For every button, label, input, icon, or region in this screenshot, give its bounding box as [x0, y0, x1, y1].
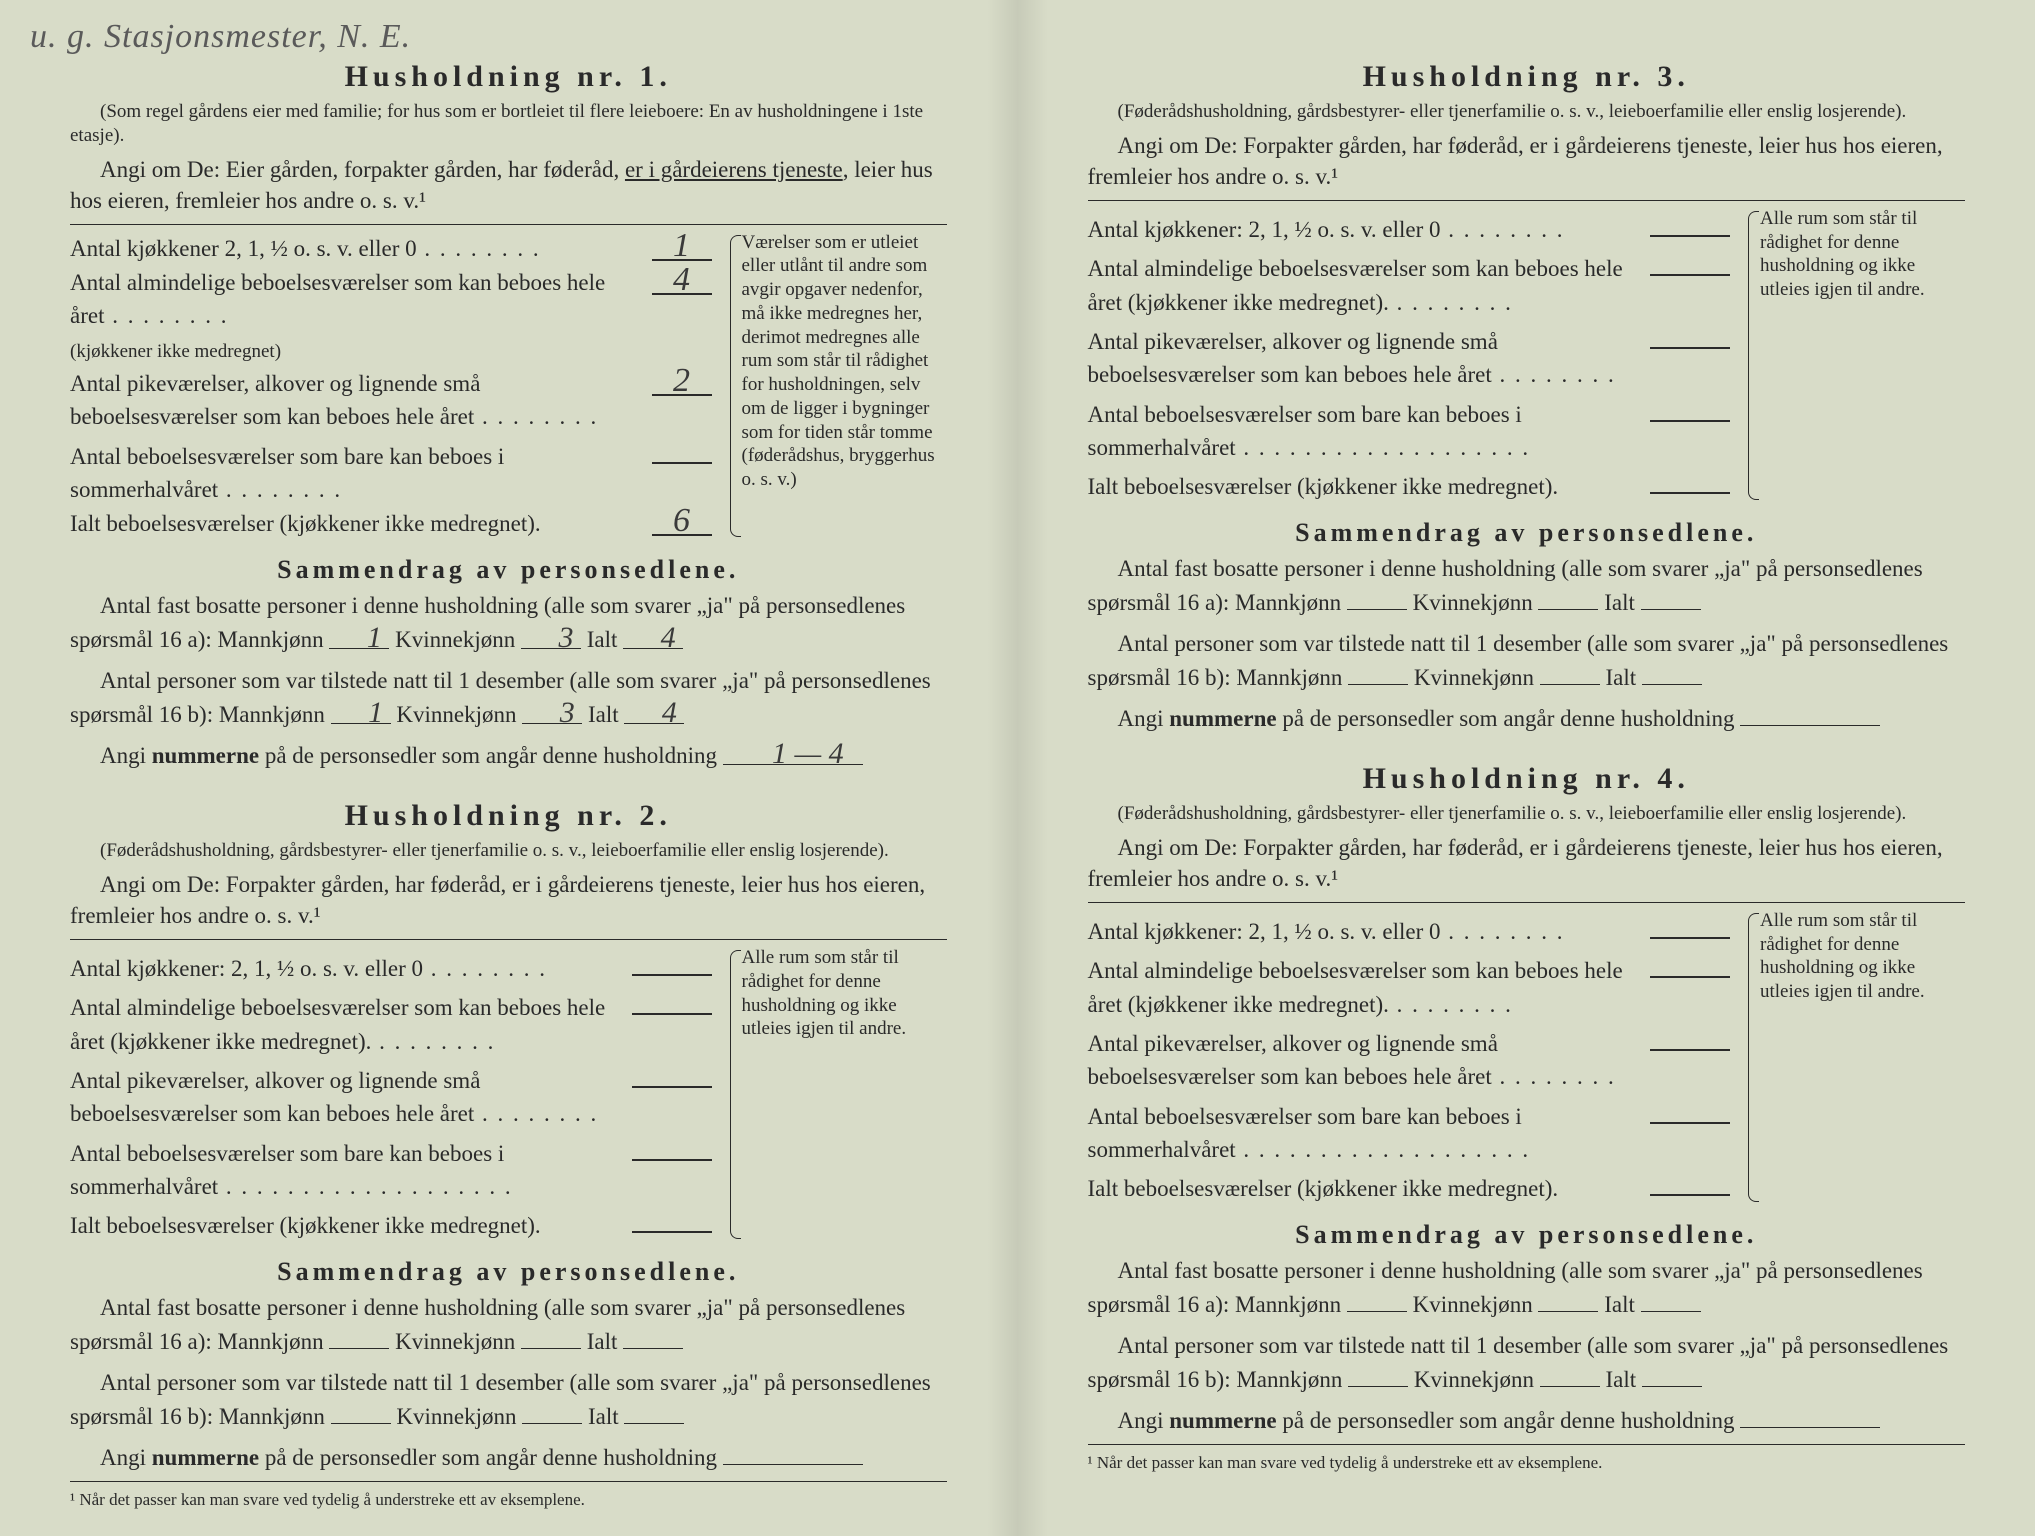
- fold-shadow: [987, 0, 1017, 1536]
- footnote-right: ¹ Når det passer kan man svare ved tydel…: [1088, 1453, 1966, 1473]
- kitchens-value: [1650, 207, 1730, 237]
- small-value: [1650, 1021, 1730, 1051]
- total-label: Ialt beboelsesværelser (kjøkkener ikke m…: [1088, 470, 1641, 503]
- kitchens-label: Antal kjøkkener: 2, 1, ½ o. s. v. eller …: [1088, 213, 1641, 246]
- lead-prefix: Angi om De: Eier gården, forpakter gårde…: [100, 157, 625, 182]
- small-label: Antal pikeværelser, alkover og lignende …: [1088, 325, 1641, 392]
- footnote-left: ¹ Når det passer kan man svare ved tydel…: [70, 1490, 947, 1510]
- household-4-lead: Angi om De: Forpakter gården, har føderå…: [1088, 832, 1966, 894]
- divider: [70, 1481, 947, 1482]
- household-4-sidebar: Alle rum som står til rådighet for denne…: [1748, 909, 1965, 1206]
- divider: [1088, 200, 1966, 201]
- ordinary-value: [1650, 948, 1730, 978]
- household-2-title: Husholdning nr. 2.: [70, 799, 947, 833]
- summer-label: Antal beboelsesværelser som bare kan beb…: [1088, 1100, 1641, 1167]
- summary-1-line1: Antal fast bosatte personer i denne hush…: [70, 589, 947, 658]
- ordinary-label: Antal almindelige beboelsesværelser som …: [1088, 954, 1641, 1021]
- divider: [1088, 1444, 1966, 1445]
- household-3-rows: Antal kjøkkener: 2, 1, ½ o. s. v. eller …: [1088, 207, 1966, 504]
- fold-shadow: [1018, 0, 1048, 1536]
- summer-value: [632, 1131, 712, 1161]
- household-3-lead: Angi om De: Forpakter gården, har føderå…: [1088, 130, 1966, 192]
- ordinary-label: Antal almindelige beboelsesværelser som …: [1088, 252, 1641, 319]
- page-left: u. g. Stasjonsmester, N. E. Husholdning …: [0, 0, 1018, 1536]
- small-label: Antal pikeværelser, alkover og lignende …: [1088, 1027, 1641, 1094]
- lead-underlined: er i gårdeierens tjeneste: [625, 157, 843, 182]
- document-spread: u. g. Stasjonsmester, N. E. Husholdning …: [0, 0, 2035, 1536]
- household-3-sidebar: Alle rum som står til rådighet for denne…: [1748, 207, 1965, 504]
- total-value: [1650, 1166, 1730, 1196]
- household-1-fineprint: (Som regel gårdens eier med familie; for…: [70, 100, 947, 148]
- summer-label: Antal beboelsesværelser som bare kan beb…: [70, 440, 642, 507]
- summary-2-line1: Antal fast bosatte personer i denne hush…: [70, 1291, 947, 1360]
- ordinary-label: Antal almindelige beboelsesværelser som …: [70, 991, 622, 1058]
- household-2-fineprint: (Føderådshusholdning, gårdsbestyrer- ell…: [70, 839, 947, 863]
- total-value: [1650, 464, 1730, 494]
- ordinary-value: [632, 985, 712, 1015]
- household-3-title: Husholdning nr. 3.: [1088, 60, 1966, 94]
- household-2-summary-title: Sammendrag av personsedlene.: [70, 1257, 947, 1287]
- total-label: Ialt beboelsesværelser (kjøkkener ikke m…: [70, 1209, 622, 1242]
- small-value: [632, 1058, 712, 1088]
- household-3-fineprint: (Føderådshusholdning, gårdsbestyrer- ell…: [1088, 100, 1966, 124]
- household-4-title: Husholdning nr. 4.: [1088, 762, 1966, 796]
- household-3-summary-title: Sammendrag av personsedlene.: [1088, 518, 1966, 548]
- household-1-sidebar: Værelser som er utleiet eller utlånt til…: [730, 231, 947, 541]
- kitchens-value: 1: [652, 231, 712, 261]
- summary-3-line3: Angi nummerne på de personsedler som ang…: [1088, 702, 1966, 737]
- summary-1-line2: Antal personer som var tilstede natt til…: [70, 664, 947, 733]
- summer-value: [1650, 392, 1730, 422]
- summer-label: Antal beboelsesværelser som bare kan beb…: [70, 1137, 622, 1204]
- household-2-lead: Angi om De: Forpakter gården, har føderå…: [70, 869, 947, 931]
- total-label: Ialt beboelsesværelser (kjøkkener ikke m…: [1088, 1172, 1641, 1205]
- kitchens-label: Antal kjøkkener 2, 1, ½ o. s. v. eller 0: [70, 232, 642, 265]
- household-2-sidebar: Alle rum som står til rådighet for denne…: [730, 946, 947, 1243]
- ordinary-value: 4: [652, 265, 712, 295]
- divider: [70, 224, 947, 225]
- household-1-title: Husholdning nr. 1.: [70, 60, 947, 94]
- summary-3-line2: Antal personer som var tilstede natt til…: [1088, 627, 1966, 696]
- summer-value: [1650, 1094, 1730, 1124]
- summary-2-line2: Antal personer som var tilstede natt til…: [70, 1366, 947, 1435]
- page-right: Husholdning nr. 3. (Føderådshusholdning,…: [1018, 0, 2035, 1536]
- total-value: 6: [652, 506, 712, 536]
- small-value: 2: [652, 366, 712, 396]
- kitchens-label: Antal kjøkkener: 2, 1, ½ o. s. v. eller …: [70, 952, 622, 985]
- ordinary-value: [1650, 246, 1730, 276]
- small-value: [1650, 319, 1730, 349]
- summary-3-line1: Antal fast bosatte personer i denne hush…: [1088, 552, 1966, 621]
- kitchens-value: [632, 946, 712, 976]
- household-4-rows: Antal kjøkkener: 2, 1, ½ o. s. v. eller …: [1088, 909, 1966, 1206]
- household-1-lead: Angi om De: Eier gården, forpakter gårde…: [70, 154, 947, 216]
- total-label: Ialt beboelsesværelser (kjøkkener ikke m…: [70, 507, 642, 540]
- small-label: Antal pikeværelser, alkover og lignende …: [70, 367, 642, 434]
- summer-label: Antal beboelsesværelser som bare kan beb…: [1088, 398, 1641, 465]
- household-4-fineprint: (Føderådshusholdning, gårdsbestyrer- ell…: [1088, 802, 1966, 826]
- ordinary-label: Antal almindelige beboelsesværelser som …: [70, 266, 642, 366]
- household-1-rows: Antal kjøkkener 2, 1, ½ o. s. v. eller 0…: [70, 231, 947, 541]
- total-value: [632, 1203, 712, 1233]
- summary-1-line3: Angi nummerne på de personsedler som ang…: [70, 739, 947, 774]
- kitchens-label: Antal kjøkkener: 2, 1, ½ o. s. v. eller …: [1088, 915, 1641, 948]
- summer-value: [652, 434, 712, 464]
- kitchens-value: [1650, 909, 1730, 939]
- summary-4-line2: Antal personer som var tilstede natt til…: [1088, 1329, 1966, 1398]
- divider: [70, 939, 947, 940]
- household-2-rows: Antal kjøkkener: 2, 1, ½ o. s. v. eller …: [70, 946, 947, 1243]
- summary-4-line3: Angi nummerne på de personsedler som ang…: [1088, 1404, 1966, 1439]
- household-4-summary-title: Sammendrag av personsedlene.: [1088, 1220, 1966, 1250]
- handwritten-annotation: u. g. Stasjonsmester, N. E.: [30, 18, 411, 56]
- summary-4-line1: Antal fast bosatte personer i denne hush…: [1088, 1254, 1966, 1323]
- divider: [1088, 902, 1966, 903]
- summary-2-line3: Angi nummerne på de personsedler som ang…: [70, 1441, 947, 1476]
- small-label: Antal pikeværelser, alkover og lignende …: [70, 1064, 622, 1131]
- household-1-summary-title: Sammendrag av personsedlene.: [70, 555, 947, 585]
